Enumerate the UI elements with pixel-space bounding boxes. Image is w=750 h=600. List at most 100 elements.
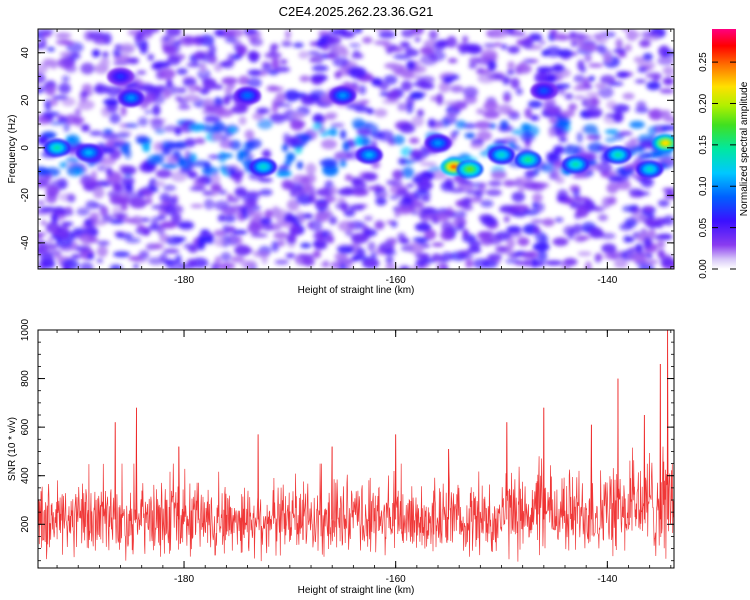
heatmap-blob	[247, 69, 262, 76]
heatmap-blob	[230, 255, 245, 263]
heatmap-blob	[136, 189, 150, 195]
heatmap-blob	[321, 231, 330, 236]
heatmap-blob	[189, 186, 207, 192]
heatmap-blob	[293, 42, 304, 48]
heatmap-blob	[66, 156, 79, 164]
heatmap-blob	[163, 248, 180, 254]
heatmap-blob	[101, 146, 115, 154]
heatmap-blob	[269, 86, 284, 92]
heatmap-blob	[217, 214, 226, 222]
heatmap-blob	[493, 42, 502, 47]
heatmap-blob	[116, 232, 124, 237]
heatmap-blob	[234, 186, 247, 198]
heatmap-peak	[75, 143, 103, 162]
heatmap-blob	[296, 161, 304, 170]
heatmap-blob	[409, 137, 420, 144]
heatmap-blob	[72, 227, 87, 234]
heatmap-blob	[151, 242, 165, 250]
heatmap-blob	[399, 123, 416, 134]
heatmap-blob	[359, 99, 370, 105]
heatmap-blob	[271, 57, 280, 69]
heatmap-blob	[101, 132, 120, 140]
heatmap-blob	[216, 108, 234, 118]
heatmap-blob	[298, 50, 310, 59]
heatmap-blob	[219, 206, 233, 210]
heatmap-blob	[118, 130, 132, 137]
heatmap-blob	[476, 108, 485, 115]
heatmap-blob	[289, 225, 301, 236]
heatmap-blob	[326, 211, 334, 217]
heatmap-blob	[164, 204, 177, 216]
heatmap-blob	[584, 261, 592, 269]
heatmap-blob	[184, 138, 196, 148]
y-tick-label: 1000	[20, 318, 31, 341]
heatmap-blob	[311, 65, 329, 72]
heatmap-blob	[642, 52, 653, 62]
heatmap-blob	[626, 252, 643, 262]
heatmap-blob	[152, 180, 166, 187]
heatmap-blob	[142, 142, 151, 153]
heatmap-blob	[162, 184, 177, 192]
heatmap-blob	[109, 113, 121, 124]
heatmap-blob	[214, 63, 223, 72]
heatmap-blob	[165, 29, 182, 37]
heatmap-blob	[643, 236, 653, 249]
heatmap-blob	[653, 234, 662, 241]
heatmap-blob	[660, 256, 674, 267]
heatmap-blob	[602, 52, 613, 63]
heatmap-peaks	[43, 67, 674, 179]
heatmap-blob	[83, 30, 95, 42]
heatmap-blob	[223, 94, 231, 106]
heatmap-blob	[338, 246, 354, 254]
heatmap-blob	[598, 86, 614, 99]
heatmap-blob	[106, 85, 122, 97]
heatmap-blob	[97, 142, 106, 147]
heatmap-blob	[330, 122, 345, 128]
heatmap-blob	[436, 263, 449, 269]
heatmap-blob	[197, 236, 213, 244]
colorbar-label: Normalized spectral amplitude	[739, 81, 750, 216]
heatmap-blob	[223, 214, 236, 223]
heatmap-blob	[613, 259, 629, 269]
heatmap-blob	[74, 107, 82, 118]
heatmap-blob	[56, 226, 64, 233]
heatmap-blob	[255, 107, 271, 115]
heatmap-blob	[559, 36, 570, 41]
heatmap-blob	[616, 180, 632, 190]
heatmap-blob	[339, 129, 347, 140]
snr-line	[38, 330, 674, 562]
heatmap-blob	[81, 124, 90, 132]
heatmap-blob	[578, 38, 585, 50]
heatmap-blob	[552, 168, 560, 181]
heatmap-blob	[534, 261, 545, 267]
heatmap-blob	[124, 123, 139, 129]
heatmap-blob	[46, 84, 57, 96]
heatmap-blob	[579, 235, 591, 240]
heatmap-blob	[385, 263, 397, 269]
heatmap-blob	[232, 229, 248, 235]
heatmap-blob	[467, 43, 483, 55]
heatmap-blob	[213, 29, 226, 37]
heatmap-blob	[552, 63, 564, 73]
heatmap-peak	[424, 134, 452, 153]
heatmap-blob	[626, 29, 638, 41]
heatmap-blob	[292, 174, 309, 184]
heatmap-blob	[154, 129, 166, 134]
snr-x-axis-label: Height of straight line (km)	[298, 585, 415, 596]
snr-frame	[37, 329, 675, 569]
heatmap-blob	[166, 260, 184, 269]
heatmap-blob	[536, 67, 553, 73]
heatmap-blob	[438, 81, 451, 93]
heatmap-blob	[538, 40, 546, 45]
heatmap-peak	[488, 145, 515, 164]
heatmap-blob	[417, 79, 429, 89]
heatmap-blob	[96, 165, 107, 172]
heatmap-blob	[243, 29, 257, 35]
heatmap-blob	[351, 188, 369, 197]
heatmap-blob	[224, 86, 233, 96]
heatmap-blob	[182, 94, 201, 102]
heatmap-blob	[637, 66, 648, 73]
snr-y-ticks: 200 400 600 800 1000	[20, 318, 674, 562]
heatmap-blob	[351, 118, 366, 129]
heatmap-blob	[226, 226, 236, 232]
